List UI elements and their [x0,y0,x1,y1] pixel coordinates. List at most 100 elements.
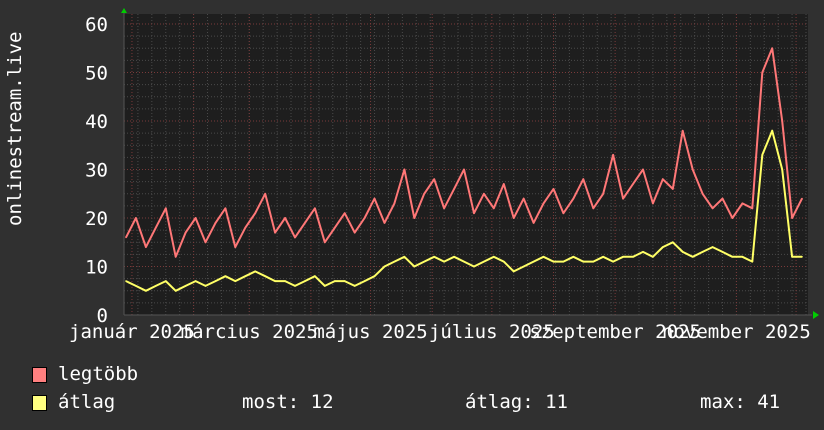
data-point [642,168,644,171]
data-point [373,275,376,278]
data-point [403,168,406,171]
data-point [155,226,157,229]
data-point [393,260,396,263]
data-point [234,246,237,248]
data-point [502,183,505,185]
data-point [184,285,187,287]
data-point [314,275,316,278]
data-point [741,255,744,258]
data-point [771,129,774,132]
data-point [632,255,634,258]
y-tick-label: 0 [97,305,108,327]
data-point [562,212,565,214]
data-point [254,212,257,214]
data-point [145,246,147,248]
data-point [552,260,555,263]
data-point [701,192,704,195]
data-point [314,207,316,210]
data-point [801,197,803,200]
data-point [413,217,416,219]
data-point [294,236,296,239]
data-point [612,260,614,263]
data-point [343,212,346,214]
data-point [363,280,366,282]
data-point [393,202,396,205]
y-tick-label: 40 [85,111,108,133]
data-point [383,265,386,268]
data-point [184,231,187,234]
data-point [592,207,595,210]
data-point [413,265,416,268]
data-point [294,285,296,287]
data-point [552,188,555,190]
data-point [791,255,793,258]
data-point [363,217,366,219]
data-point [562,260,565,263]
data-point [502,260,505,263]
data-point [701,251,704,253]
plot-area [124,14,808,315]
data-point [522,197,525,200]
data-point [463,168,465,171]
data-point [542,255,545,258]
data-point [781,168,783,171]
data-point [324,285,326,287]
data-point [234,280,237,282]
data-point [512,270,515,273]
data-point [214,280,217,282]
y-tick-label: 60 [85,14,108,36]
data-point [602,255,604,258]
data-point [164,280,167,282]
data-point [771,47,774,50]
data-point [443,260,445,263]
data-point [274,231,276,234]
data-point [632,183,634,185]
data-point [791,217,793,219]
legend-label-avg: átlag [58,391,116,413]
data-point [572,255,575,258]
data-point [145,289,147,292]
data-point [662,178,664,180]
data-point [532,260,535,263]
data-point [801,255,803,258]
data-point [493,207,495,210]
data-point [512,217,515,219]
data-point [612,154,614,156]
data-point [741,202,744,205]
data-point [622,197,624,200]
y-tick-label: 50 [85,63,108,85]
data-point [333,280,336,282]
data-point [761,71,764,74]
data-point [473,212,475,214]
x-tick-label: március 2025 [181,321,318,343]
data-point [532,222,535,224]
legend-swatch-max [32,367,47,383]
data-point [204,285,207,287]
data-point [751,207,754,210]
data-point [284,280,286,282]
data-point [433,178,435,180]
data-point [572,197,575,200]
data-point [274,280,276,282]
data-point [652,202,654,205]
data-point [731,217,734,219]
data-point [751,260,754,263]
x-tick-label: május 2025 [313,321,427,343]
data-point [353,285,356,287]
data-point [304,222,306,224]
data-point [761,154,764,156]
data-point [174,255,177,258]
legend-now-value: most: 12 [242,391,334,413]
x-axis-arrow-icon [813,311,819,319]
data-point [652,255,654,258]
data-point [333,226,336,229]
data-point [691,168,694,171]
data-point [244,275,247,278]
data-point [721,197,724,200]
data-point [423,192,426,195]
data-point [721,251,724,253]
data-point [463,260,465,263]
data-point [671,188,674,190]
